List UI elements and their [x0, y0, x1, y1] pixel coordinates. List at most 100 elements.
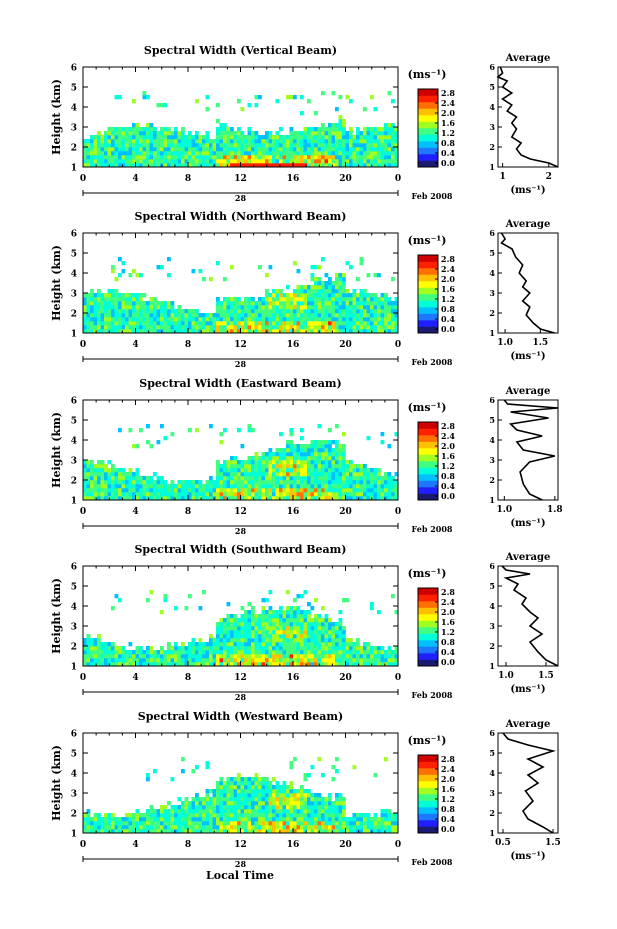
- heatmap-cell: [296, 594, 301, 599]
- heatmap-cell: [247, 488, 252, 493]
- heatmap-cell: [177, 480, 182, 485]
- heatmap-cell: [310, 646, 315, 651]
- heatmap-cell: [149, 492, 154, 497]
- heatmap-cell: [289, 163, 294, 168]
- heatmap-cell: [251, 630, 255, 635]
- heatmap-cell: [216, 650, 220, 655]
- heatmap-cell: [307, 829, 311, 834]
- heatmap-cell: [289, 801, 294, 806]
- heatmap-cell: [90, 468, 94, 473]
- heatmap-cell: [289, 797, 294, 802]
- heatmap-cell: [359, 257, 364, 262]
- y-tick-label: 5: [71, 750, 77, 760]
- heatmap-cell: [202, 642, 206, 647]
- heatmap-cell: [170, 480, 175, 485]
- heatmap-cell: [167, 821, 171, 826]
- heatmap-cell: [282, 634, 287, 639]
- heatmap-cell: [272, 468, 276, 473]
- heatmap-cell: [377, 309, 381, 314]
- heatmap-cell: [384, 650, 388, 655]
- heatmap-cell: [104, 496, 108, 501]
- heatmap-cell: [268, 805, 273, 810]
- y-tick-label: 1: [71, 164, 77, 174]
- heatmap-cell: [275, 313, 280, 318]
- heatmap-cell: [149, 139, 154, 144]
- heatmap-cell: [135, 650, 140, 655]
- heatmap-cell: [191, 317, 196, 322]
- heatmap-cell: [153, 825, 157, 830]
- heatmap-cell: [303, 797, 308, 802]
- heatmap-cell: [335, 123, 339, 128]
- heatmap-cell: [97, 650, 101, 655]
- heatmap-cell: [387, 155, 392, 160]
- heatmap-cell: [188, 646, 192, 651]
- heatmap-cell: [202, 151, 206, 156]
- heatmap-cell: [219, 440, 224, 445]
- heatmap-cell: [212, 488, 217, 493]
- heatmap-cell: [153, 297, 157, 302]
- heatmap-cell: [233, 155, 238, 160]
- heatmap-cell: [107, 293, 112, 298]
- heatmap-cell: [184, 143, 189, 148]
- heatmap-cell: [202, 496, 206, 501]
- heatmap-cell: [223, 654, 227, 659]
- heatmap-cell: [104, 650, 108, 655]
- heatmap-cell: [167, 329, 171, 334]
- heatmap-cell: [359, 817, 364, 822]
- heatmap-cell: [387, 159, 392, 164]
- heatmap-cell: [181, 317, 185, 322]
- heatmap-cell: [195, 139, 199, 144]
- heatmap-cell: [317, 472, 322, 477]
- heatmap-cell: [205, 797, 210, 802]
- heatmap-cell: [314, 305, 318, 310]
- heatmap-cell: [331, 281, 336, 286]
- avg-x-label: (ms⁻¹): [510, 185, 545, 196]
- heatmap-cell: [188, 428, 192, 433]
- heatmap-cell: [345, 829, 350, 834]
- heatmap-cell: [265, 626, 269, 631]
- heatmap-cell: [226, 650, 231, 655]
- heatmap-cell: [265, 654, 269, 659]
- heatmap-cell: [338, 131, 343, 136]
- heatmap-cell: [258, 777, 262, 782]
- heatmap-cell: [146, 817, 150, 822]
- heatmap-cell: [258, 809, 262, 814]
- heatmap-cell: [83, 147, 87, 152]
- heatmap-cell: [191, 143, 196, 148]
- heatmap-cell: [272, 785, 276, 790]
- heatmap-cell: [86, 293, 91, 298]
- heatmap-cell: [275, 321, 280, 326]
- heatmap-cell: [342, 444, 346, 449]
- heatmap-cell: [377, 468, 381, 473]
- heatmap-cell: [205, 107, 210, 112]
- heatmap-cell: [226, 305, 231, 310]
- heatmap-cell: [359, 472, 364, 477]
- heatmap-cell: [135, 135, 140, 140]
- colorbar-tick-label: 0.4: [441, 314, 455, 324]
- heatmap-cell: [296, 809, 301, 814]
- heatmap-cell: [128, 293, 133, 298]
- heatmap-cell: [314, 801, 318, 806]
- heatmap-cell: [349, 127, 353, 132]
- heatmap-cell: [104, 325, 108, 330]
- heatmap-cell: [240, 626, 245, 631]
- heatmap-cell: [258, 634, 262, 639]
- heatmap-cell: [289, 143, 294, 148]
- heatmap-cell: [188, 131, 192, 136]
- heatmap-cell: [275, 614, 280, 619]
- heatmap-cell: [261, 622, 266, 627]
- heatmap-cell: [177, 809, 182, 814]
- heatmap-cell: [342, 325, 346, 330]
- heatmap-cell: [279, 829, 283, 834]
- heatmap-cell: [377, 325, 381, 330]
- heatmap-cell: [254, 614, 259, 619]
- heatmap-cell: [139, 662, 143, 667]
- colorbar-segment: [418, 487, 438, 494]
- heatmap-cell: [286, 813, 290, 818]
- heatmap-cell: [219, 476, 224, 481]
- heatmap-cell: [121, 658, 126, 663]
- heatmap-cell: [237, 313, 241, 318]
- heatmap-cell: [286, 309, 290, 314]
- heatmap-cell: [181, 496, 185, 501]
- heatmap-cell: [265, 305, 269, 310]
